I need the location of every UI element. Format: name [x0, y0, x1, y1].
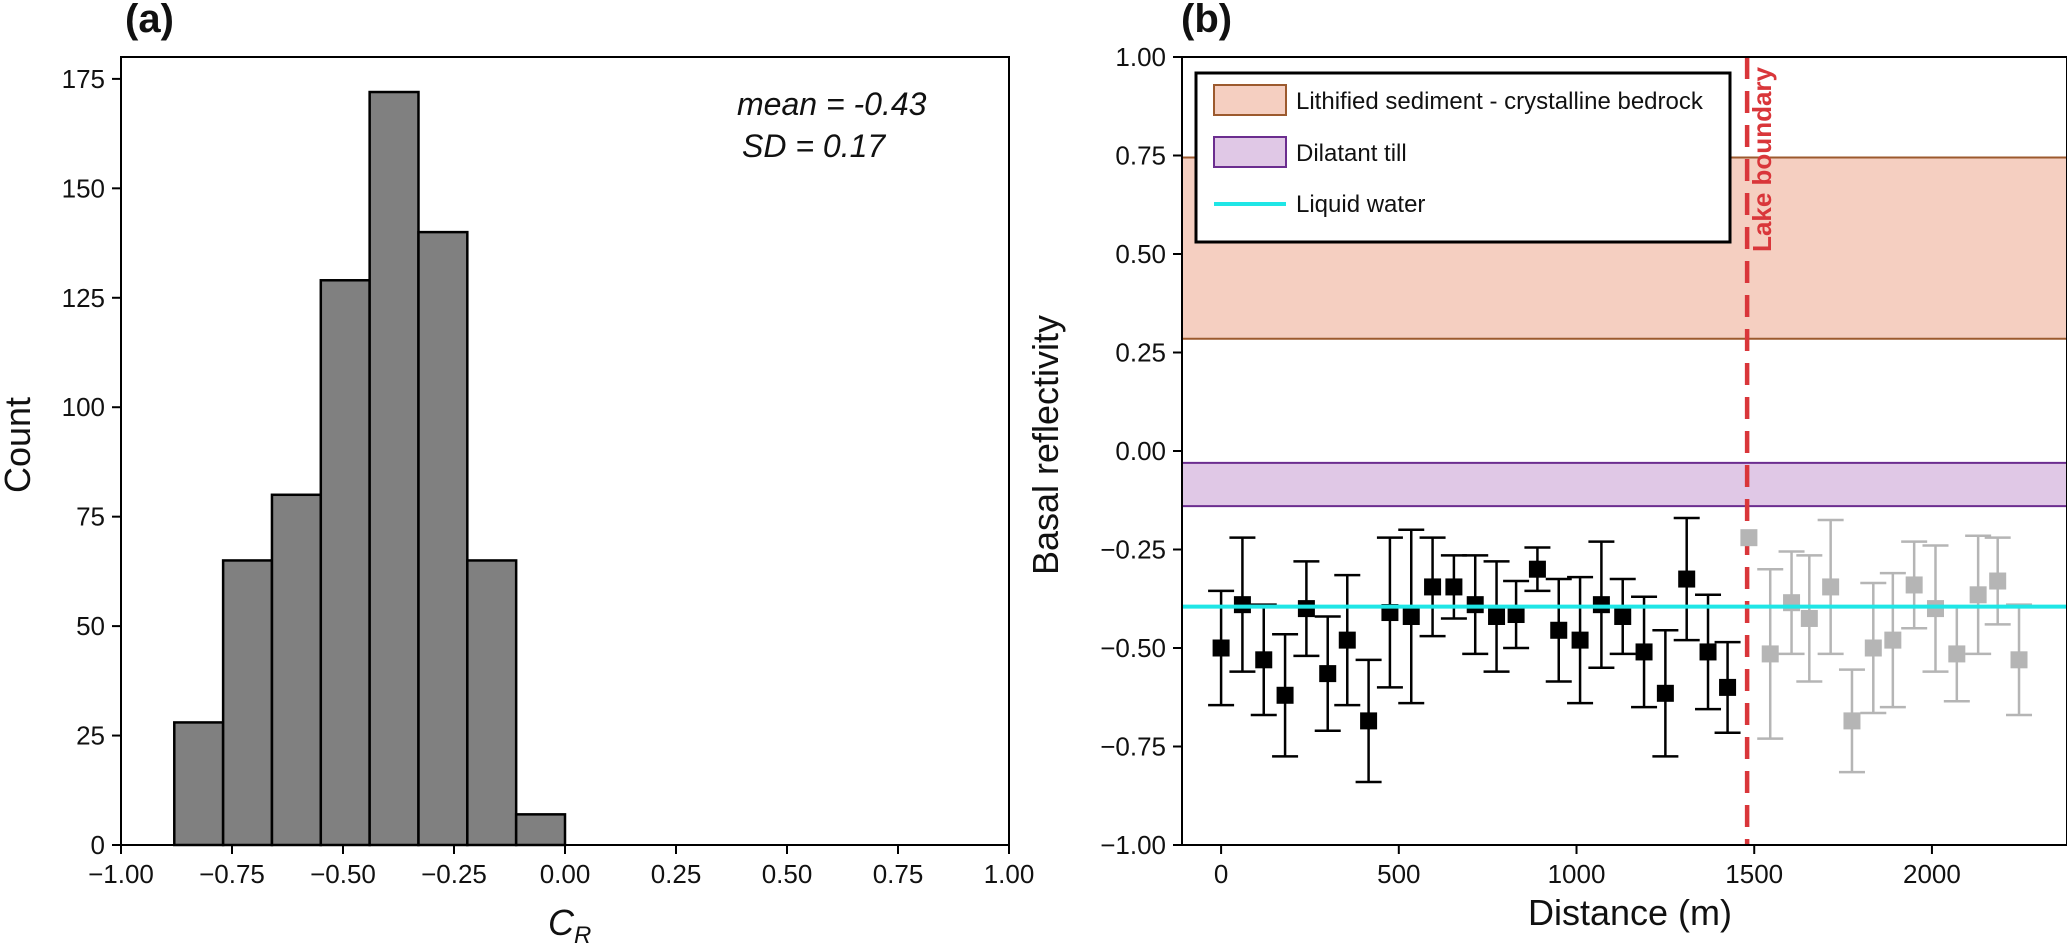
- data-point: [1740, 529, 1758, 547]
- x-tick-label: 0.50: [762, 859, 813, 889]
- data-point: [1843, 712, 1861, 730]
- reflectivity-x-ticks: 0 500 1000 1500 2000: [1214, 845, 1961, 889]
- histogram-bar: [368, 90, 420, 847]
- panel-a-label: (a): [125, 0, 174, 41]
- histogram-bars: [173, 90, 567, 847]
- y-tick-label: 50: [76, 611, 105, 641]
- y-tick-label: 1.00: [1115, 42, 1166, 72]
- data-point: [1402, 607, 1420, 625]
- data-point: [1783, 594, 1801, 612]
- data-point: [1445, 578, 1463, 596]
- data-point: [1699, 643, 1717, 661]
- histogram-y-axis-title: Count: [0, 397, 38, 493]
- x-tick-label: 0.25: [651, 859, 702, 889]
- legend: Lithified sediment - crystalline bedrock…: [1194, 71, 1732, 244]
- x-tick-label: 0: [1214, 859, 1228, 889]
- y-tick-label: 0.75: [1115, 141, 1166, 171]
- data-point: [1276, 686, 1294, 704]
- y-tick-label: −0.50: [1100, 633, 1166, 663]
- y-tick-label: −0.75: [1100, 732, 1166, 762]
- legend-label-dilatant-till: Dilatant till: [1296, 140, 1407, 167]
- histogram-bar: [417, 230, 469, 847]
- mean-annotation: mean = -0.43: [737, 86, 927, 122]
- x-tick-label: 2000: [1903, 859, 1961, 889]
- histogram-panel: (a) −1.00 −0.75 −0.50 −0.25 0.00 0.25 0.50 0.75…: [0, 0, 1034, 944]
- x-axis-title-main: C: [548, 902, 575, 943]
- data-point: [1212, 639, 1230, 657]
- data-point: [1800, 609, 1818, 627]
- histogram-bar: [514, 813, 567, 847]
- data-point: [1948, 645, 1966, 663]
- x-tick-label: −0.75: [199, 859, 265, 889]
- legend-swatch-dilatant-till: [1213, 136, 1287, 168]
- y-tick-label: −1.00: [1100, 830, 1166, 860]
- x-tick-label: 500: [1377, 859, 1420, 889]
- data-point: [1969, 586, 1987, 604]
- data-point: [1550, 621, 1568, 639]
- data-point: [1656, 684, 1674, 702]
- histogram-bar: [319, 279, 371, 847]
- histogram-bar: [221, 559, 274, 847]
- legend-swatch-lithified: [1213, 84, 1287, 116]
- data-point: [1338, 631, 1356, 649]
- reflectivity-points: [1208, 516, 2033, 784]
- x-tick-label: −0.25: [421, 859, 487, 889]
- y-tick-label: 150: [62, 173, 105, 203]
- data-point: [1719, 678, 1737, 696]
- y-tick-label: 125: [62, 283, 105, 313]
- x-tick-label: 0.00: [540, 859, 591, 889]
- y-tick-label: 75: [76, 502, 105, 532]
- legend-label-lithified: Lithified sediment - crystalline bedrock: [1296, 88, 1704, 115]
- x-tick-label: 1500: [1725, 859, 1783, 889]
- data-point: [1571, 631, 1589, 649]
- reflectivity-y-ticks: −1.00 −0.75 −0.50 −0.25 0.00 0.25 0.50 0.75 1.00: [1100, 42, 1182, 860]
- histogram-y-ticks: 0 25 50 75 100 125 150 175: [62, 64, 121, 860]
- data-point: [2010, 651, 2028, 669]
- x-tick-label: 1000: [1548, 859, 1606, 889]
- y-tick-label: 0.25: [1115, 338, 1166, 368]
- histogram-x-ticks: −1.00 −0.75 −0.50 −0.25 0.00 0.25 0.50 0.75 1.00: [88, 845, 1034, 889]
- data-point: [1905, 576, 1923, 594]
- data-point: [1488, 607, 1506, 625]
- y-tick-label: 0.00: [1115, 436, 1166, 466]
- data-point: [1507, 606, 1525, 624]
- data-point: [1319, 665, 1337, 683]
- histogram-bar: [270, 493, 323, 847]
- x-tick-label: 0.75: [873, 859, 924, 889]
- reflectivity-panel: (b) 0 500 1000 1500 2000 −1.00 −0.75 −0.50 −0.2…: [1025, 0, 2067, 933]
- reflectivity-y-axis-title: Basal reflectivity: [1025, 315, 1066, 575]
- data-point: [1614, 607, 1632, 625]
- sd-annotation: SD = 0.17: [742, 128, 886, 164]
- y-tick-label: −0.25: [1100, 535, 1166, 565]
- histogram-bar: [466, 559, 518, 847]
- x-tick-label: 1.00: [984, 859, 1035, 889]
- panel-b-label: (b): [1181, 0, 1232, 41]
- dilatant-till-band: [1182, 462, 2067, 507]
- y-tick-label: 25: [76, 721, 105, 751]
- y-tick-label: 0.50: [1115, 239, 1166, 269]
- data-point: [1528, 560, 1546, 578]
- data-point: [1864, 639, 1882, 657]
- data-point: [1255, 651, 1273, 669]
- y-tick-label: 100: [62, 392, 105, 422]
- x-axis-title-subscript: R: [574, 922, 591, 944]
- histogram-bar: [173, 721, 225, 847]
- reflectivity-x-axis-title: Distance (m): [1528, 892, 1732, 933]
- data-point: [1822, 578, 1840, 596]
- y-tick-label: 175: [62, 64, 105, 94]
- histogram-x-axis-title: CR: [548, 902, 591, 944]
- data-point: [1678, 570, 1696, 588]
- data-point: [1360, 712, 1378, 730]
- data-point: [1424, 578, 1442, 596]
- lake-boundary-label: Lake boundary: [1747, 66, 1777, 251]
- y-tick-label: 0: [91, 830, 105, 860]
- data-point: [1761, 645, 1779, 663]
- data-point: [1989, 572, 2007, 590]
- x-tick-label: −0.50: [310, 859, 376, 889]
- x-tick-label: −1.00: [88, 859, 154, 889]
- legend-label-liquid-water: Liquid water: [1296, 191, 1425, 218]
- data-point: [1635, 643, 1653, 661]
- data-point: [1884, 631, 1902, 649]
